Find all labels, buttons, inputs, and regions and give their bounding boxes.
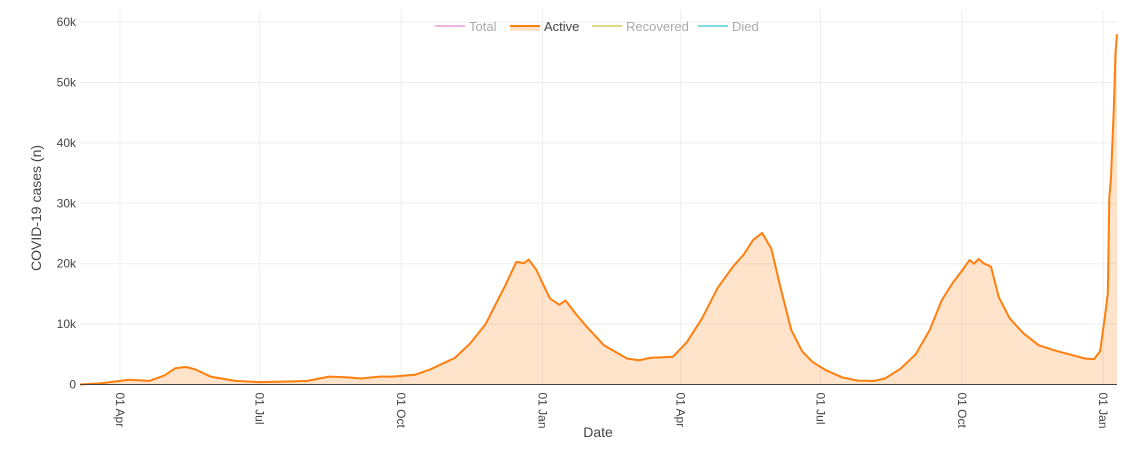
y-tick-label: 10k: [57, 317, 77, 331]
y-axis-ticks: 0 10k 20k 30k 40k 50k 60k: [57, 15, 77, 391]
series-line-active: [79, 34, 1118, 386]
x-tick-label: 01 Apr: [113, 393, 127, 428]
legend-label: Active: [544, 19, 579, 34]
legend-swatch-fill: [510, 26, 540, 31]
legend: Total Active Recovered Died: [435, 19, 759, 34]
y-tick-label: 60k: [57, 15, 77, 29]
legend-item-total[interactable]: Total: [435, 19, 497, 34]
x-tick-label: 01 Oct: [955, 393, 969, 429]
series-area-fill-active: [80, 34, 1117, 385]
y-tick-label: 50k: [57, 75, 77, 89]
x-tick-label: 01 Jan: [535, 393, 549, 429]
plot-area: [79, 34, 1118, 386]
x-tick-label: 01 Oct: [394, 393, 408, 429]
legend-label: Recovered: [626, 19, 689, 34]
x-tick-label: 01 Jul: [253, 393, 267, 425]
legend-label: Died: [732, 19, 759, 34]
x-tick-label: 01 Apr: [674, 393, 688, 428]
legend-label: Total: [469, 19, 497, 34]
x-axis-ticks: 01 Apr 01 Jul 01 Oct 01 Jan 01 Apr 01 Jul 01 O…: [113, 393, 1110, 429]
y-tick-label: 20k: [57, 257, 77, 271]
legend-item-recovered[interactable]: Recovered: [592, 19, 689, 34]
x-axis-title: Date: [583, 424, 613, 440]
y-tick-label: 40k: [57, 136, 77, 150]
x-tick-label: 01 Jan: [1096, 393, 1110, 429]
legend-item-active[interactable]: Active: [510, 19, 579, 34]
y-tick-label: 30k: [57, 196, 77, 210]
x-tick-label: 01 Jul: [813, 393, 827, 425]
y-tick-label: 0: [69, 378, 76, 392]
y-axis-title: COVID-19 cases (n): [28, 145, 44, 271]
legend-item-died[interactable]: Died: [698, 19, 759, 34]
